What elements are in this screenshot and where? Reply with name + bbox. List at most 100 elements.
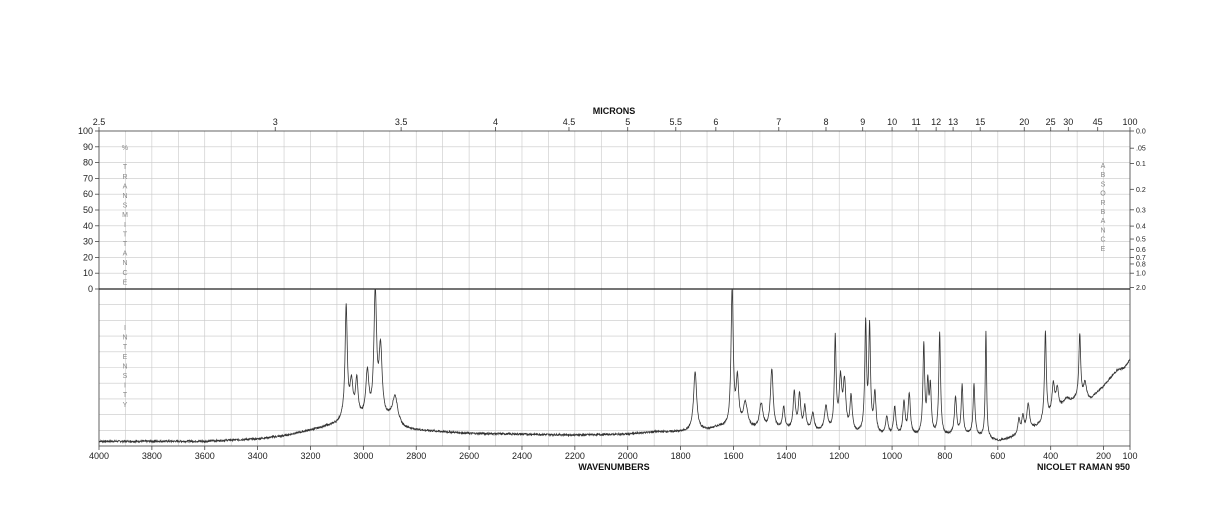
vertical-letter: T [123, 231, 128, 238]
top-tick-label: 13 [948, 117, 958, 127]
vertical-letter: A [123, 251, 128, 258]
bottom-tick-label: 2800 [406, 451, 426, 461]
vertical-letter: C [122, 270, 127, 277]
chart-tick-labels: 4000 3800 3600 3400 3200 3000 2800 2600 2400 2200… [78, 117, 1146, 461]
vertical-letter: T [123, 241, 128, 248]
right-tick-label: 1.0 [1136, 271, 1146, 278]
top-tick-label: 30 [1063, 117, 1073, 127]
vertical-letter: S [1101, 181, 1106, 188]
left-tick-label: 20 [83, 252, 93, 262]
vertical-letter: E [123, 354, 128, 361]
bottom-tick-label: 3200 [300, 451, 320, 461]
left-tick-label: 10 [83, 268, 93, 278]
bottom-tick-label: 3600 [195, 451, 215, 461]
bottom-tick-label: 1600 [723, 451, 743, 461]
bottom-tick-label: 600 [990, 451, 1005, 461]
vertical-letter: N [122, 260, 127, 267]
vertical-letter: N [122, 363, 127, 370]
bottom-tick-label: 2600 [459, 451, 479, 461]
left-tick-label: 100 [78, 126, 93, 136]
vertical-letter: N [122, 335, 127, 342]
vertical-letter: % [122, 145, 128, 152]
bottom-tick-label: 3800 [142, 451, 162, 461]
top-tick-label: 4.5 [563, 117, 576, 127]
top-tick-label: 45 [1093, 117, 1103, 127]
top-tick-label: 5 [625, 117, 630, 127]
vertical-letter: R [1100, 200, 1105, 207]
left-tick-label: 50 [83, 205, 93, 215]
top-tick-label: 25 [1046, 117, 1056, 127]
top-tick-label: 3.5 [395, 117, 408, 127]
top-tick-label: 7 [776, 117, 781, 127]
right-tick-label: 0.2 [1136, 187, 1146, 194]
bottom-tick-label: 1000 [882, 451, 902, 461]
top-tick-label: 4 [493, 117, 498, 127]
microns-axis-title: MICRONS [593, 106, 636, 116]
left-tick-label: 30 [83, 237, 93, 247]
left-tick-label: 70 [83, 173, 93, 183]
left-tick-label: 60 [83, 189, 93, 199]
left-tick-label: 80 [83, 158, 93, 168]
bottom-tick-label: 1200 [829, 451, 849, 461]
bottom-tick-label: 4000 [89, 451, 109, 461]
vertical-letter: E [123, 279, 128, 286]
vertical-letter: T [123, 392, 128, 399]
bottom-tick-label: 1400 [776, 451, 796, 461]
bottom-tick-label: 3000 [353, 451, 373, 461]
wavenumbers-axis-title: WAVENUMBERS [578, 462, 649, 472]
right-tick-label: .05 [1136, 146, 1146, 153]
top-tick-label: 10 [887, 117, 897, 127]
right-tick-label: 0.7 [1136, 255, 1146, 262]
vertical-letter: C [1100, 237, 1105, 244]
vertical-letter: A [1101, 218, 1106, 225]
left-tick-label: 90 [83, 142, 93, 152]
vertical-letter: M [122, 212, 128, 219]
top-tick-label: 2.5 [93, 117, 106, 127]
vertical-letter: I [124, 222, 126, 229]
bottom-tick-label: 100 [1122, 451, 1137, 461]
top-tick-label: 20 [1019, 117, 1029, 127]
right-tick-label: 0.0 [1136, 129, 1146, 136]
vertical-letter: N [1100, 227, 1105, 234]
right-tick-label: 2.0 [1136, 285, 1146, 292]
vertical-letter: Y [123, 402, 128, 409]
vertical-letter: A [123, 183, 128, 190]
top-tick-label: 3 [273, 117, 278, 127]
instrument-label: NICOLET RAMAN 950 [1037, 462, 1130, 472]
top-tick-label: 5.5 [670, 117, 683, 127]
vertical-letter: I [124, 383, 126, 390]
vertical-letter: S [123, 203, 128, 210]
vertical-letter: I [124, 325, 126, 332]
right-tick-label: 0.4 [1136, 224, 1146, 231]
spectrum-line [98, 288, 1131, 444]
right-tick-label: 0.6 [1136, 247, 1146, 254]
bottom-tick-label: 400 [1043, 451, 1058, 461]
vertical-letter: T [123, 164, 128, 171]
vertical-letter: R [122, 174, 127, 181]
chart-axes [95, 127, 1134, 450]
right-tick-label: 0.5 [1136, 237, 1146, 244]
vertical-letter: O [1100, 191, 1106, 198]
right-tick-label: 0.1 [1136, 161, 1146, 168]
top-tick-label: 12 [931, 117, 941, 127]
right-tick-label: 0.3 [1136, 207, 1146, 214]
bottom-tick-label: 2400 [512, 451, 532, 461]
bottom-tick-label: 800 [937, 451, 952, 461]
vertical-letter: T [123, 344, 128, 351]
top-tick-label: 11 [911, 117, 920, 127]
vertical-letter: E [1101, 246, 1106, 253]
left-tick-label: 0 [88, 284, 93, 294]
bottom-tick-label: 1800 [671, 451, 691, 461]
bottom-tick-label: 2200 [565, 451, 585, 461]
top-tick-label: 100 [1122, 117, 1137, 127]
top-tick-label: 15 [975, 117, 985, 127]
vertical-letter: B [1101, 209, 1106, 216]
vertical-letter: S [123, 373, 128, 380]
left-tick-label: 40 [83, 221, 93, 231]
top-tick-label: 9 [860, 117, 865, 127]
